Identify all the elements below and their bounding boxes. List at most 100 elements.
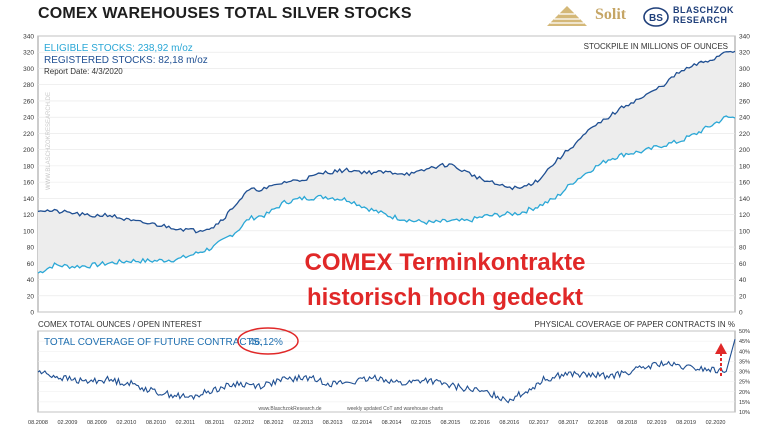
x-tick-label: 08.2015 — [440, 420, 460, 426]
x-tick-label: 02.2010 — [116, 420, 136, 426]
upper-y-tick-left: 120 — [23, 212, 34, 219]
lower-y-tick: 35% — [739, 359, 750, 365]
upper-y-tick-right: 180 — [739, 163, 750, 170]
lower-x-ticks: 08.2008 02.2009 08.2009 02.2010 08.2010 02.20… — [28, 420, 725, 426]
lower-y-tick: 10% — [739, 410, 750, 416]
upper-y-tick-left: 200 — [23, 147, 34, 154]
coverage-line — [37, 338, 736, 404]
coverage-value: 46,12% — [249, 337, 283, 348]
lower-grid — [38, 330, 735, 413]
x-tick-label: 02.2014 — [352, 420, 372, 426]
lower-right-title: PHYSICAL COVERAGE OF PAPER CONTRACTS IN … — [535, 320, 735, 329]
upper-y-tick-left: 60 — [27, 261, 35, 268]
x-tick-label: 08.2018 — [617, 420, 637, 426]
legend-eligible: ELIGIBLE STOCKS: 238,92 m/oz — [44, 43, 193, 54]
x-tick-label: 02.2011 — [176, 420, 195, 426]
upper-y-tick-left: 280 — [23, 82, 34, 89]
upper-y-tick-right: 20 — [739, 293, 747, 300]
blaschzok-line1: BLASCHZOK — [673, 5, 734, 15]
upper-y-tick-right: 340 — [739, 34, 750, 41]
lower-y-tick: 40% — [739, 349, 750, 355]
x-tick-label: 08.2013 — [323, 420, 343, 426]
upper-y-tick-right: 200 — [739, 147, 750, 154]
coverage-value-highlight — [237, 327, 299, 355]
solit-pyramid-logo — [547, 6, 587, 26]
x-tick-label: 08.2009 — [87, 420, 107, 426]
upper-y-tick-left: 300 — [23, 66, 34, 73]
upper-y-tick-right: 240 — [739, 115, 750, 122]
legend-registered: REGISTERED STOCKS: 82,18 m/oz — [44, 55, 208, 66]
x-tick-label: 08.2012 — [264, 420, 284, 426]
x-tick-label: 08.2016 — [499, 420, 519, 426]
lower-y-tick: 45% — [739, 339, 750, 345]
upper-y-tick-right: 220 — [739, 131, 750, 138]
upper-y-tick-right: 40 — [739, 277, 747, 284]
x-tick-label: 02.2015 — [411, 420, 431, 426]
upper-y-tick-right: 60 — [739, 261, 747, 268]
x-tick-label: 08.2014 — [382, 420, 402, 426]
x-tick-label: 08.2019 — [676, 420, 696, 426]
upper-y-tick-left: 80 — [27, 245, 35, 252]
blaschzok-mark-logo: BS — [643, 7, 669, 27]
x-tick-label: 02.2012 — [234, 420, 254, 426]
upper-y-tick-left: 180 — [23, 163, 34, 170]
upper-y-tick-left: 260 — [23, 98, 34, 105]
upper-y-tick-left: 160 — [23, 180, 34, 187]
annotation-line2: historisch hoch gedeckt — [307, 284, 583, 311]
upper-y-tick-right: 300 — [739, 66, 750, 73]
lower-y-tick: 15% — [739, 400, 750, 406]
footer-left: www.BlaschzokResearch.de — [258, 406, 321, 412]
page-title: COMEX WAREHOUSES TOTAL SILVER STOCKS — [38, 5, 412, 22]
x-tick-label: 02.2013 — [293, 420, 313, 426]
upper-y-tick-left: 240 — [23, 115, 34, 122]
upper-y-tick-right: 0 — [739, 310, 743, 317]
upper-y-tick-left: 220 — [23, 131, 34, 138]
upper-y-tick-right: 140 — [739, 196, 750, 203]
annotation-line1: COMEX Terminkontrakte — [305, 249, 586, 276]
lower-y-tick: 30% — [739, 370, 750, 376]
upper-y-tick-left: 40 — [27, 277, 35, 284]
x-tick-label: 08.2010 — [146, 420, 166, 426]
x-tick-label: 02.2020 — [706, 420, 726, 426]
lower-left-title: COMEX TOTAL OUNCES / OPEN INTEREST — [38, 320, 202, 329]
upper-y-tick-left: 20 — [27, 293, 35, 300]
total-stocks-line — [37, 50, 736, 234]
solit-logo-text: Solit — [595, 6, 627, 23]
footer-right: weekly updated CoT and warehouse charts — [347, 406, 444, 412]
upper-y-tick-right: 100 — [739, 228, 750, 235]
x-tick-label: 08.2008 — [28, 420, 48, 426]
upper-y-tick-left: 340 — [23, 34, 34, 41]
blaschzok-line2: RESEARCH — [673, 15, 728, 25]
watermark: WWW.BLASCHZOKRESEARCH.DE — [46, 92, 52, 190]
x-tick-label: 02.2017 — [529, 420, 549, 426]
upper-y-ticks-left: 0 20 40 60 80 100 120 140 160 180 200 220 240 260 280 3… — [23, 34, 34, 317]
upper-y-tick-right: 280 — [739, 82, 750, 89]
eligible-stocks-line — [37, 115, 736, 274]
x-tick-label: 02.2018 — [588, 420, 608, 426]
x-tick-label: 08.2011 — [205, 420, 224, 426]
upper-y-tick-right: 320 — [739, 50, 750, 57]
lower-y-ticks-right: 10% 15% 20% 25% 30% 35% 40% 45% 50% — [739, 329, 750, 416]
lower-y-tick: 25% — [739, 380, 750, 386]
upper-y-tick-right: 260 — [739, 98, 750, 105]
upper-y-tick-left: 320 — [23, 50, 34, 57]
upper-y-tick-right: 80 — [739, 245, 747, 252]
lower-y-tick: 20% — [739, 390, 750, 396]
stocks-band-area — [38, 51, 735, 274]
x-tick-label: 02.2019 — [647, 420, 667, 426]
coverage-label: TOTAL COVERAGE OF FUTURE CONTRACTS: — [44, 337, 262, 348]
upper-y-tick-left: 0 — [30, 310, 34, 317]
report-date: Report Date: 4/3/2020 — [44, 67, 123, 76]
upper-y-tick-left: 140 — [23, 196, 34, 203]
upper-y-tick-right: 160 — [739, 180, 750, 187]
lower-y-tick: 50% — [739, 329, 750, 335]
uptrend-arrow-icon — [715, 343, 727, 376]
upper-y-ticks-right: 0 20 40 60 80 100 120 140 160 180 200 220 240 260 280 3… — [739, 34, 750, 317]
x-tick-label: 02.2009 — [58, 420, 78, 426]
upper-axis-title: STOCKPILE IN MILLIONS OF OUNCES — [584, 42, 728, 51]
x-tick-label: 02.2016 — [470, 420, 490, 426]
blaschzok-logo-text: BLASCHZOK RESEARCH — [673, 5, 734, 25]
blaschzok-mark-text: BS — [649, 13, 663, 24]
x-tick-label: 08.2017 — [558, 420, 578, 426]
